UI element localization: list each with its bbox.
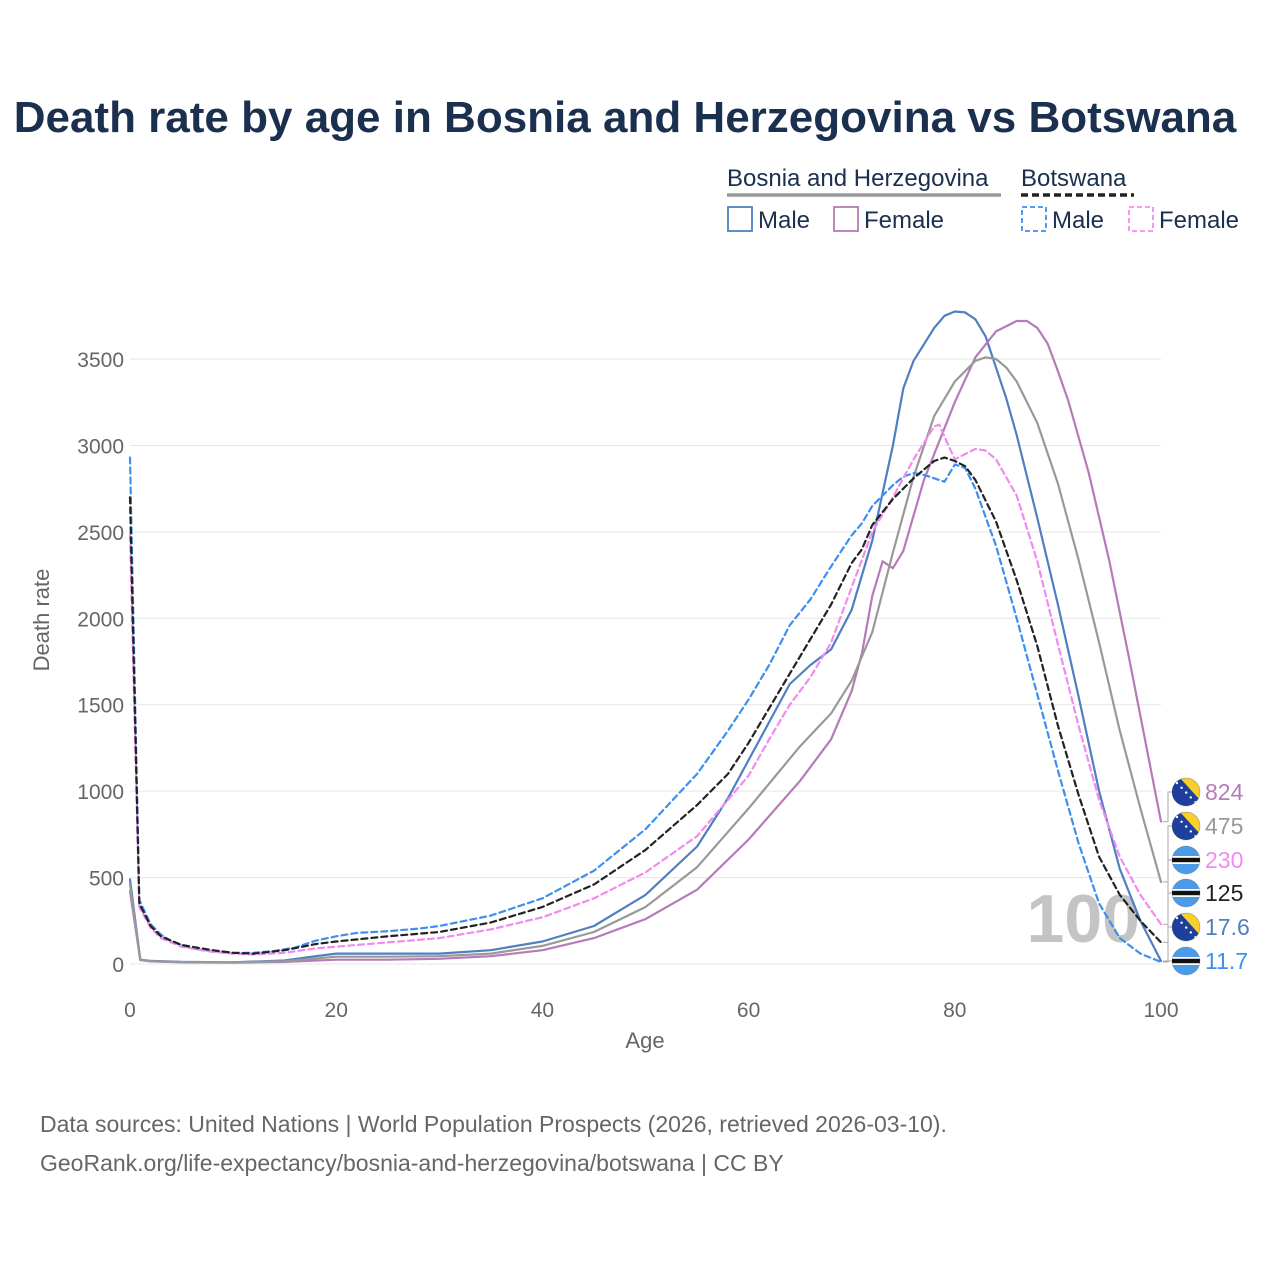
y-tick-label: 0 [112,954,124,977]
legend-item-label: Male [758,207,810,234]
y-tick-label: 2500 [77,522,124,545]
end-label-connector [1163,859,1172,925]
end-label-connector [1163,791,1172,823]
y-tick-label: 500 [89,868,124,891]
end-value-label: 475 [1205,813,1243,839]
end-label-connector [1163,926,1172,962]
end-value-label: 11.7 [1205,948,1248,974]
x-tick-label: 60 [737,999,760,1022]
series-line-bosnia-and-herzegovina-total [128,356,1163,964]
botswana-flag-icon [1172,947,1200,975]
legend-swatch [727,206,753,232]
legend-swatch [1021,206,1047,232]
legend-swatch [833,206,859,232]
end-label-connector [1163,892,1172,943]
grid [130,358,1161,965]
source-line-1: Data sources: United Nations | World Pop… [40,1111,947,1137]
x-tick-label: 0 [124,999,136,1022]
y-tick-label: 3000 [77,435,124,458]
series-line-botswana-male [128,456,1163,964]
legend-swatch [1128,206,1154,232]
legend-item-label: Female [864,207,944,234]
y-tick-label: 2000 [77,608,124,631]
end-label-connector [1163,825,1172,883]
end-value-label: 824 [1205,779,1244,805]
botswana-flag-icon [1172,879,1200,907]
chart-title: Death rate by age in Bosnia and Herzegov… [14,93,1237,142]
age-watermark: 100 [1027,881,1140,957]
legend: Bosnia and Herzegovina Male Female Botswana… [727,165,1239,234]
end-label-connector [1163,960,1172,963]
end-value-label: 17.6 [1205,914,1250,940]
botswana-flag-icon [1172,846,1200,874]
bosnia-flag-icon [1172,913,1200,941]
series-lines [128,310,1163,964]
legend-group-title: Botswana [1021,165,1127,192]
end-value-label: 230 [1205,847,1243,873]
x-axis: 0 20 40 60 80 100 [124,999,1178,1022]
series-line-botswana-total [128,456,1163,955]
end-labels: 824 475 230 125 17.6 11.7 [1163,777,1250,976]
x-tick-label: 40 [531,999,554,1022]
legend-item-label: Male [1052,207,1104,234]
series-line-botswana-female [128,423,1163,956]
end-value-label: 125 [1205,880,1243,906]
y-tick-label: 3500 [77,349,124,372]
series-line-bosnia-and-herzegovina-female [128,319,1163,964]
bosnia-flag-icon [1172,778,1200,806]
x-tick-label: 100 [1143,999,1178,1022]
series-line-bosnia-and-herzegovina-male [128,310,1163,964]
legend-group-title: Bosnia and Herzegovina [727,165,989,192]
x-axis-title: Age [625,1028,664,1053]
y-tick-label: 1500 [77,695,124,718]
x-tick-label: 20 [325,999,348,1022]
legend-item-label: Female [1159,207,1239,234]
source-line-2: GeoRank.org/life-expectancy/bosnia-and-h… [40,1150,784,1176]
y-axis: 0 500 1000 1500 2000 2500 3000 3500 [77,349,124,977]
y-tick-label: 1000 [77,781,124,804]
bosnia-flag-icon [1172,812,1200,840]
y-axis-title: Death rate [29,569,54,672]
x-tick-label: 80 [943,999,966,1022]
